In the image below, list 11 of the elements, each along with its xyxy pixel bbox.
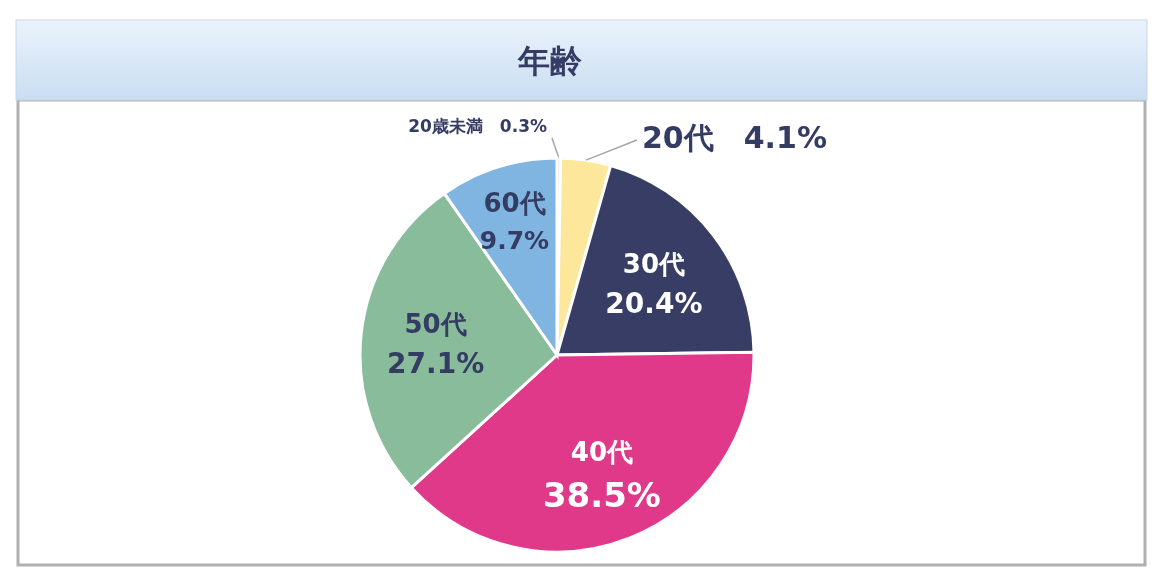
slice-label: 30代 bbox=[622, 248, 685, 279]
slice-label: 40代 bbox=[570, 436, 634, 467]
slice-label: 50代 bbox=[404, 309, 467, 340]
data-label: 38.5% bbox=[542, 474, 661, 515]
data-label: 27.1% bbox=[387, 347, 485, 381]
data-label: 9.7% bbox=[479, 225, 550, 255]
slice-label: 60代 bbox=[483, 187, 546, 218]
chart-title: 年齢 bbox=[517, 42, 582, 80]
slice-label: 20代 4.1% bbox=[642, 120, 827, 155]
data-label: 20.4% bbox=[605, 286, 703, 320]
slice-label: 20歳未満 0.3% bbox=[408, 116, 547, 136]
